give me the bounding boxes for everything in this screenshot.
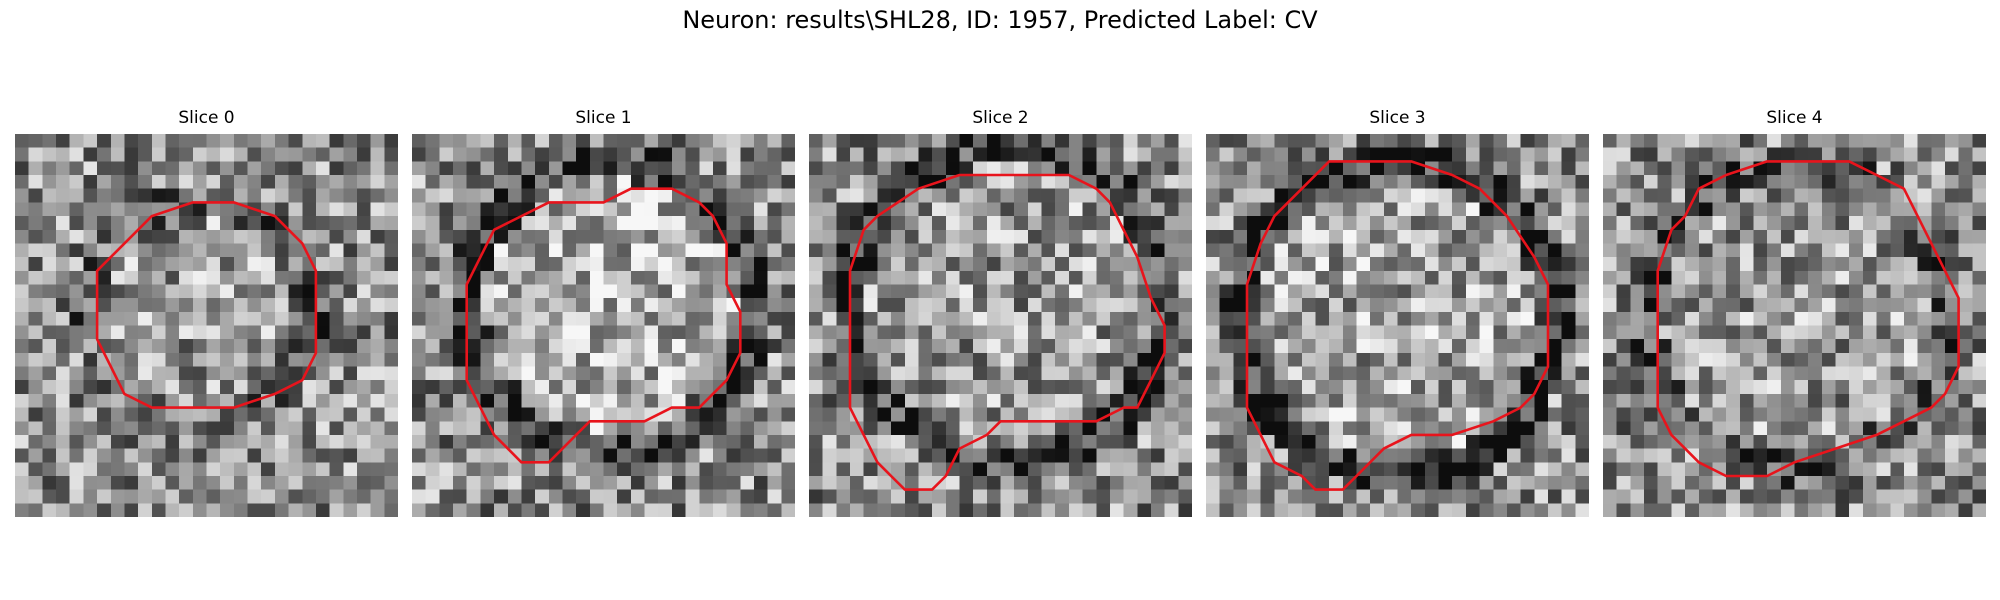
slice-image <box>1206 134 1589 517</box>
roi-contour <box>1245 160 1550 491</box>
slice-panel-2: Slice 2 <box>809 108 1192 518</box>
slice-title: Slice 0 <box>178 108 235 128</box>
slice-panel-0: Slice 0 <box>15 108 398 518</box>
roi-contour <box>1656 160 1960 478</box>
slice-title: Slice 2 <box>972 108 1029 128</box>
figure-title: Neuron: results\SHL28, ID: 1957, Predict… <box>682 6 1318 34</box>
roi-contour <box>465 187 742 464</box>
slice-panel-4: Slice 4 <box>1603 108 1986 518</box>
slice-title: Slice 4 <box>1766 108 1823 128</box>
slice-image <box>809 134 1192 517</box>
roi-contour <box>95 201 318 409</box>
slice-panel-3: Slice 3 <box>1206 108 1589 518</box>
slice-title: Slice 1 <box>575 108 632 128</box>
slice-image <box>1603 134 1986 517</box>
slice-title: Slice 3 <box>1369 108 1426 128</box>
slice-image <box>15 134 398 517</box>
slice-image <box>412 134 795 517</box>
slice-panel-1: Slice 1 <box>412 108 795 518</box>
roi-contour <box>848 173 1166 491</box>
